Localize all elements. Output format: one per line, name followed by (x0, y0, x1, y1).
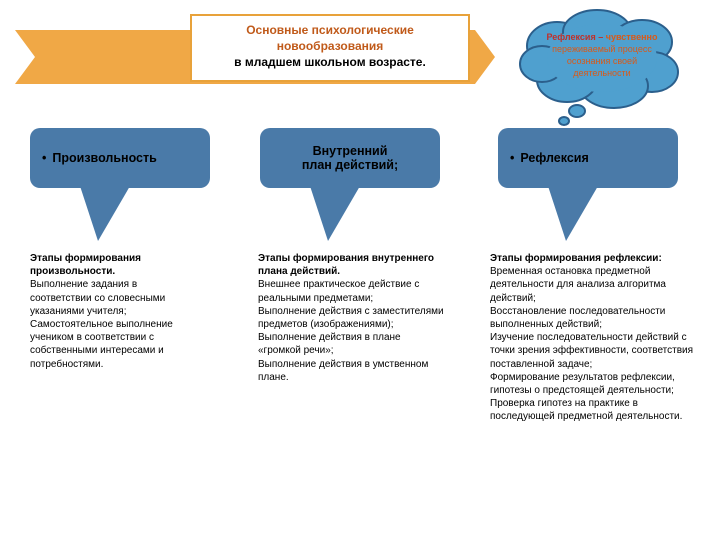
cloud-body4: деятельности (573, 68, 630, 78)
detail-2-body: Внешнее практическое действие с реальным… (258, 279, 444, 382)
concept-3-label: Рефлексия (520, 151, 588, 165)
detail-3: Этапы формирования рефлексии: Временная … (490, 252, 700, 423)
cloud-svg: Рефлексия – чувственно переживаемый проц… (502, 6, 702, 126)
detail-1-heading: Этапы формирования произвольности. (30, 253, 141, 277)
title-line2: новообразования (196, 38, 464, 54)
concept-1-label: Произвольность (52, 151, 156, 165)
concept-2-line2: план действий; (302, 158, 398, 172)
detail-3-body: Временная остановка предметной деятельно… (490, 266, 693, 422)
cloud-callout: Рефлексия – чувственно переживаемый проц… (502, 6, 702, 131)
title-box: Основные психологические новообразования… (190, 14, 470, 82)
cloud-body3: осознания своей (567, 56, 637, 66)
concept-2: Внутренний план действий; (260, 128, 440, 188)
concept-1: • Произвольность (30, 128, 210, 188)
cloud-heading: Рефлексия – чувственно (547, 32, 658, 42)
detail-2-heading: Этапы формирования внутреннего плана дей… (258, 253, 434, 277)
title-line1: Основные психологические (196, 22, 464, 38)
detail-3-heading: Этапы формирования рефлексии: (490, 253, 662, 264)
tail-2 (310, 186, 370, 246)
concept-3: • Рефлексия (498, 128, 678, 188)
bullet-icon: • (42, 151, 46, 165)
concept-2-line1: Внутренний (313, 144, 388, 158)
tail-3 (548, 186, 608, 246)
detail-2: Этапы формирования внутреннего плана дей… (258, 252, 444, 384)
cloud-body2: переживаемый процесс (552, 44, 652, 54)
detail-1-body: Выполнение задания в соответствии со сло… (30, 279, 173, 369)
title-line3: в младшем школьном возрасте. (196, 54, 464, 70)
tail-1 (80, 186, 140, 246)
detail-1: Этапы формирования произвольности. Выпол… (30, 252, 200, 371)
bullet-icon: • (510, 151, 514, 165)
